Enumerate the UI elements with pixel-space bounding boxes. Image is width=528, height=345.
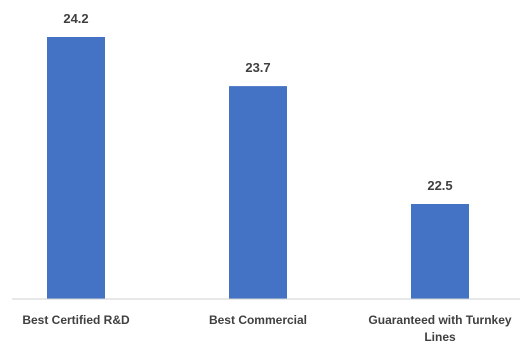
category-label-1: Best Certified R&D xyxy=(22,313,130,327)
bar-1 xyxy=(47,37,105,299)
data-label-3: 22.5 xyxy=(427,178,452,193)
bar-3 xyxy=(411,204,469,299)
bar-2 xyxy=(229,86,287,299)
data-label-2: 23.7 xyxy=(245,60,270,75)
category-labels-group: Best Certified R&D Best Commercial Guarant… xyxy=(22,313,512,344)
category-label-line: Best Commercial xyxy=(209,313,307,327)
category-label-line: Guaranteed with Turnkey xyxy=(368,313,511,327)
category-label-2: Best Commercial xyxy=(209,313,307,327)
bars-group xyxy=(47,37,469,299)
value-labels-group: 24.2 23.7 22.5 xyxy=(63,11,452,193)
category-label-line: Best Certified R&D xyxy=(22,313,130,327)
data-label-1: 24.2 xyxy=(63,11,88,26)
category-label-line: Lines xyxy=(424,330,456,344)
category-label-3: Guaranteed with Turnkey Lines xyxy=(368,313,511,344)
